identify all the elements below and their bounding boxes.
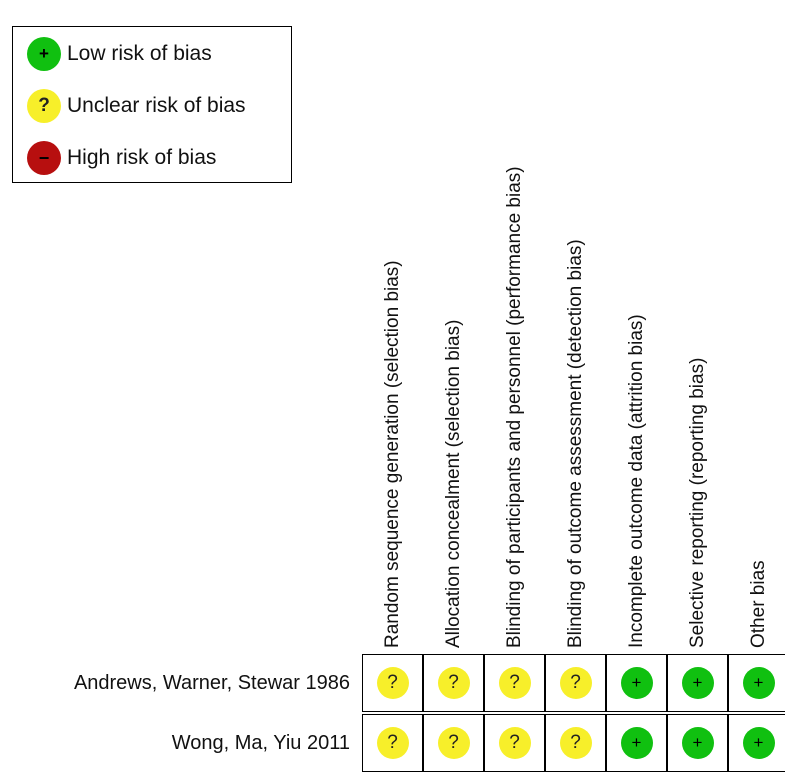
table-cell: ? — [362, 714, 423, 772]
table-cell: + — [728, 714, 785, 772]
table-cell: + — [728, 654, 785, 712]
legend-item-low: + Low risk of bias — [27, 37, 212, 71]
high-risk-icon: − — [27, 141, 61, 175]
column-header-label: Blinding of outcome assessment (detectio… — [564, 239, 586, 648]
low-risk-icon: + — [681, 667, 714, 699]
column-header-label: Blinding of participants and personnel (… — [503, 166, 525, 648]
table-cell: + — [606, 654, 667, 712]
column-header-label: Incomplete outcome data (attrition bias) — [625, 314, 647, 648]
table-cell: ? — [423, 714, 484, 772]
low-risk-icon: + — [742, 727, 775, 759]
unclear-risk-icon: ? — [559, 667, 592, 699]
table-cell: + — [606, 714, 667, 772]
unclear-risk-icon: ? — [437, 667, 470, 699]
unclear-risk-icon: ? — [27, 89, 61, 123]
study-label: Wong, Ma, Yiu 2011 — [171, 732, 350, 754]
low-risk-icon: + — [620, 727, 653, 759]
legend: + Low risk of bias ? Unclear risk of bia… — [12, 26, 292, 183]
legend-item-high: − High risk of bias — [27, 141, 216, 175]
low-risk-icon: + — [620, 667, 653, 699]
unclear-risk-icon: ? — [498, 727, 531, 759]
table-cell: ? — [545, 654, 606, 712]
unclear-risk-icon: ? — [376, 727, 409, 759]
legend-label-high: High risk of bias — [67, 146, 217, 169]
table-cell: + — [667, 714, 728, 772]
column-header-label: Other bias — [747, 560, 769, 648]
column-header-label: Selective reporting (reporting bias) — [686, 357, 708, 648]
table-cell: ? — [484, 654, 545, 712]
unclear-risk-icon: ? — [559, 727, 592, 759]
column-header-label: Random sequence generation (selection bi… — [381, 260, 403, 648]
table-cell: + — [667, 654, 728, 712]
column-header-label: Allocation concealment (selection bias) — [442, 319, 464, 648]
low-risk-icon: + — [681, 727, 714, 759]
table-cell: ? — [484, 714, 545, 772]
legend-item-unclear: ? Unclear risk of bias — [27, 89, 246, 123]
low-risk-icon: + — [27, 37, 61, 71]
unclear-risk-icon: ? — [437, 727, 470, 759]
low-risk-icon: + — [742, 667, 775, 699]
unclear-risk-icon: ? — [498, 667, 531, 699]
legend-label-low: Low risk of bias — [67, 42, 212, 65]
study-label: Andrews, Warner, Stewar 1986 — [73, 672, 350, 694]
table-cell: ? — [362, 654, 423, 712]
legend-label-unclear: Unclear risk of bias — [67, 94, 246, 117]
table-cell: ? — [423, 654, 484, 712]
table-cell: ? — [545, 714, 606, 772]
unclear-risk-icon: ? — [376, 667, 409, 699]
